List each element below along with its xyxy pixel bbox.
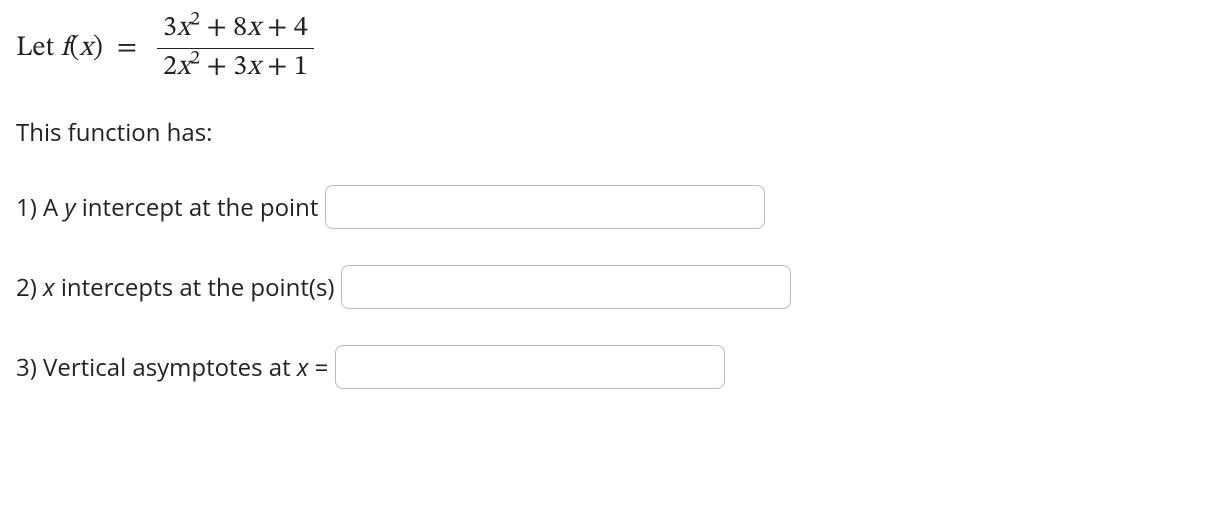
equals-sign: =: [117, 31, 137, 66]
q1-var: y: [64, 191, 75, 224]
question-1: 1) A y intercept at the point: [16, 185, 1190, 229]
q3-var: x: [297, 351, 309, 384]
func-of-x: (x): [69, 34, 102, 62]
equation-lhs: Let f(x): [16, 31, 103, 66]
prompt-line: This function has:: [16, 116, 1190, 149]
q1-label: 1) A y intercept at the point: [16, 191, 318, 224]
let-text: Let: [16, 34, 61, 62]
q2-label: 2) x intercepts at the point(s): [16, 271, 334, 304]
x-intercepts-input[interactable]: [341, 265, 791, 309]
question-2: 2) x intercepts at the point(s): [16, 265, 1190, 309]
question-3: 3) Vertical asymptotes at x =: [16, 345, 1190, 389]
q2-var: x: [43, 271, 55, 304]
equation-row: Let f(x) = 3x2 + 8x + 4 2x2 + 3x + 1: [16, 12, 1190, 84]
prompt-text: This function has:: [16, 116, 212, 149]
denominator: 2x2 + 3x + 1: [157, 48, 314, 85]
q3-label: 3) Vertical asymptotes at x =: [16, 351, 328, 384]
fraction: 3x2 + 8x + 4 2x2 + 3x + 1: [157, 12, 314, 84]
y-intercept-input[interactable]: [325, 185, 765, 229]
vertical-asymptotes-input[interactable]: [335, 345, 725, 389]
numerator: 3x2 + 8x + 4: [157, 12, 314, 48]
